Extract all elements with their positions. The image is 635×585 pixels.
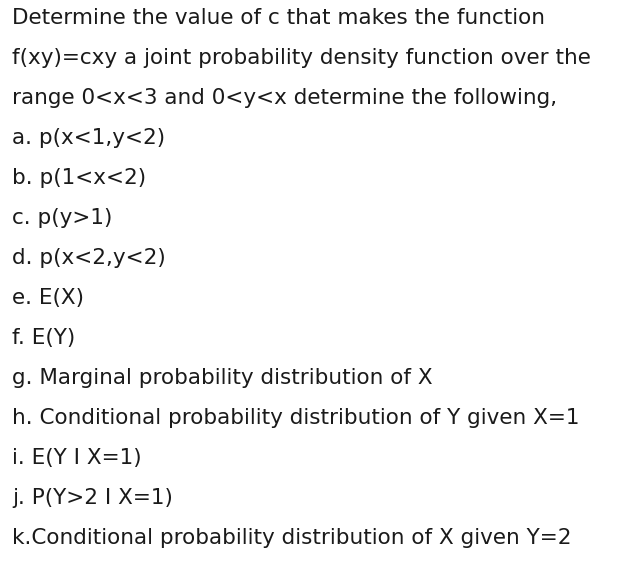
Text: b. p(1<x<2): b. p(1<x<2): [12, 168, 146, 188]
Text: Determine the value of c that makes the function: Determine the value of c that makes the …: [12, 8, 545, 28]
Text: a. p(x<1,y<2): a. p(x<1,y<2): [12, 128, 165, 148]
Text: i. E(Y I X=1): i. E(Y I X=1): [12, 448, 142, 468]
Text: c. p(y>1): c. p(y>1): [12, 208, 112, 228]
Text: d. p(x<2,y<2): d. p(x<2,y<2): [12, 248, 166, 268]
Text: f. E(Y): f. E(Y): [12, 328, 76, 348]
Text: f(xy)=cxy a joint probability density function over the: f(xy)=cxy a joint probability density fu…: [12, 48, 591, 68]
Text: range 0<x<3 and 0<y<x determine the following,: range 0<x<3 and 0<y<x determine the foll…: [12, 88, 557, 108]
Text: e. E(X): e. E(X): [12, 288, 84, 308]
Text: h. Conditional probability distribution of Y given X=1: h. Conditional probability distribution …: [12, 408, 580, 428]
Text: j. P(Y>2 I X=1): j. P(Y>2 I X=1): [12, 488, 173, 508]
Text: g. Marginal probability distribution of X: g. Marginal probability distribution of …: [12, 368, 432, 388]
Text: k.Conditional probability distribution of X given Y=2: k.Conditional probability distribution o…: [12, 528, 572, 548]
